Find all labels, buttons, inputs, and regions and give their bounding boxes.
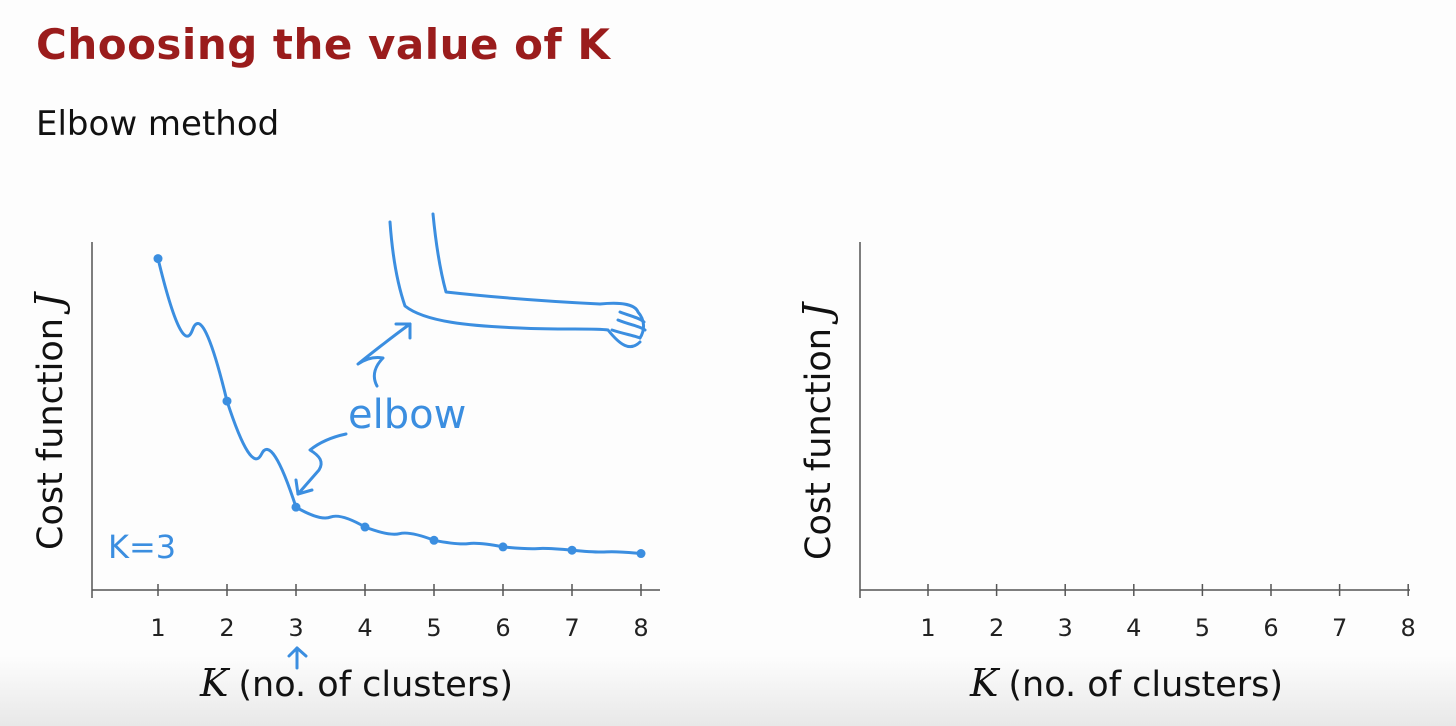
k-annotation: K=3 [108,528,176,566]
chart-left-axes [91,242,660,598]
chart-right-ylabel: Cost functionJ [795,301,839,560]
x-tick-label: 8 [1401,614,1416,642]
x-tick-label: 5 [1195,614,1210,642]
chart-left-ylabel: Cost functionJ [27,291,71,550]
data-point [360,522,370,532]
x-tick-label: 8 [633,614,648,642]
slide-title: Choosing the value of K [36,20,611,69]
chart-left-xlabel: K (no. of clusters) [199,661,513,705]
x-tick-label: 4 [357,614,372,642]
x-tick-label: 1 [150,614,165,642]
x-tick-label: 4 [1126,614,1141,642]
chart-right-ticks: 1 2 3 4 5 6 7 8 [920,584,1416,642]
x-tick-label: 7 [1332,614,1347,642]
x-tick-label: 2 [989,614,1004,642]
elbow-pointer-arrow [294,432,348,496]
x-tick-label: 1 [920,614,935,642]
x-tick-label: 3 [1058,614,1073,642]
data-point [636,549,646,559]
x-tick-label: 6 [1263,614,1278,642]
data-point [153,254,163,264]
bottom-fade [0,656,1456,726]
arm-pointer-arrow [356,322,412,388]
x-tick-label: 6 [495,614,510,642]
data-point [291,502,301,512]
chart-right: 1 2 3 4 5 6 7 8 Cost functionJ K (no. of cluster… [795,242,1416,705]
slide-subtitle: Elbow method [36,104,280,144]
x-tick-label: 5 [426,614,441,642]
k-selection-arrow [287,646,308,670]
x-tick-label: 7 [564,614,579,642]
chart-left-marks [153,254,646,559]
data-point [567,545,577,555]
chart-right-axes [859,242,1410,598]
arm-drawing [388,212,647,349]
elbow-annotation: elbow [348,392,466,438]
chart-left-ticks: 1 2 3 4 5 6 7 8 [150,584,649,642]
x-tick-label: 2 [219,614,234,642]
chart-left: 1 2 3 4 5 6 7 8 Cost functionJ K (no. of cluster… [27,212,660,705]
x-tick-label: 3 [288,614,303,642]
data-point [498,542,508,552]
data-point [429,535,439,545]
chart-right-xlabel: K (no. of clusters) [969,661,1283,705]
data-point [222,396,232,406]
